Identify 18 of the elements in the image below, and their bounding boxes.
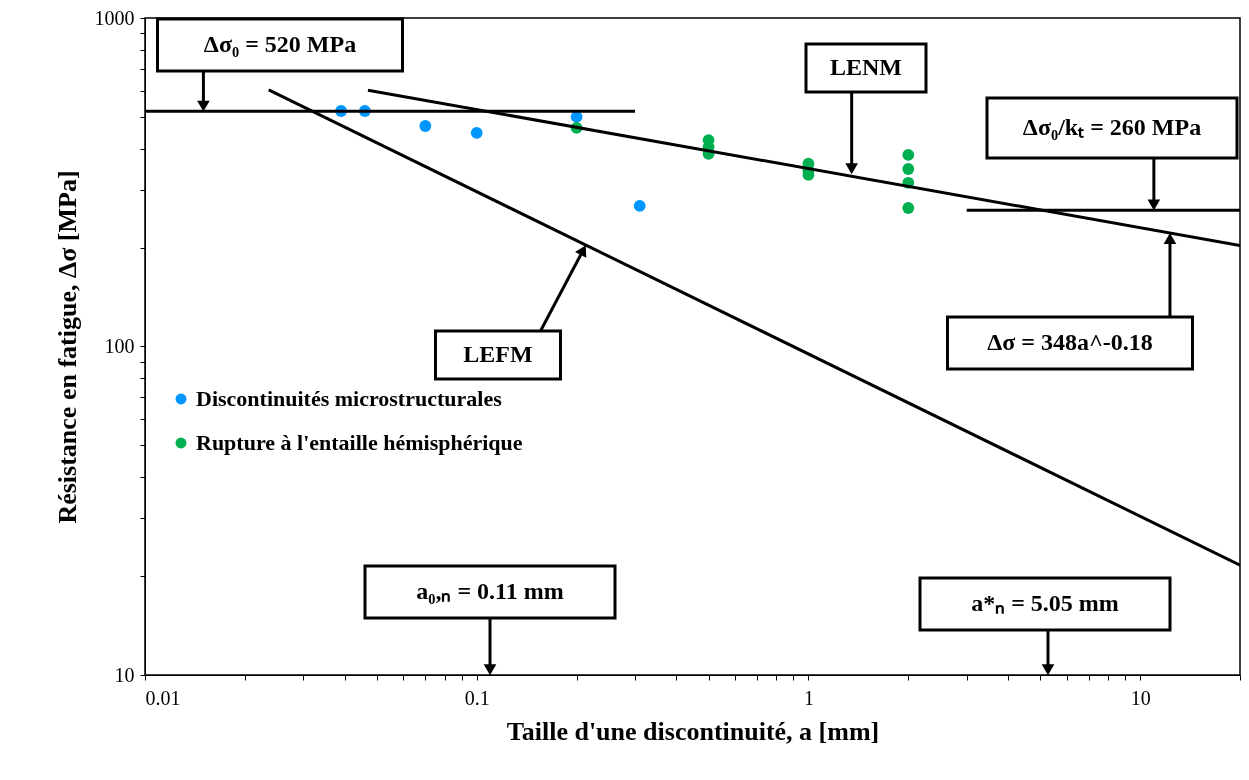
annotation: LENM: [830, 54, 902, 80]
legend-label: Rupture à l'entaille hémisphérique: [196, 430, 523, 455]
annotation: Δσ₀ = 520 MPa: [203, 31, 357, 57]
annotation: a*ₙ = 5.05 mm: [971, 590, 1119, 616]
legend-label: Discontinuités microstructurales: [196, 386, 503, 411]
y-tick-label: 10: [114, 663, 135, 686]
x-axis-title: Taille d'une discontinuité, a [mm]: [506, 716, 880, 746]
y-axis-title: Résistance en fatigue, Δσ [MPa]: [52, 170, 82, 524]
annotation: Δσ₀/kₜ = 260 MPa: [1022, 114, 1202, 140]
x-tick-label: 1: [803, 686, 814, 709]
annotation: a₀,ₙ = 0.11 mm: [416, 578, 564, 604]
y-tick-label: 100: [104, 335, 135, 357]
x-tick-label: 10: [1130, 686, 1151, 709]
x-tick-label: 0.01: [145, 686, 181, 709]
annotation: Δσ = 348a^-0.18: [987, 329, 1153, 355]
y-tick-label: 1000: [94, 6, 135, 29]
annotation: LEFM: [463, 341, 533, 367]
x-tick-label: 0.1: [464, 686, 490, 709]
